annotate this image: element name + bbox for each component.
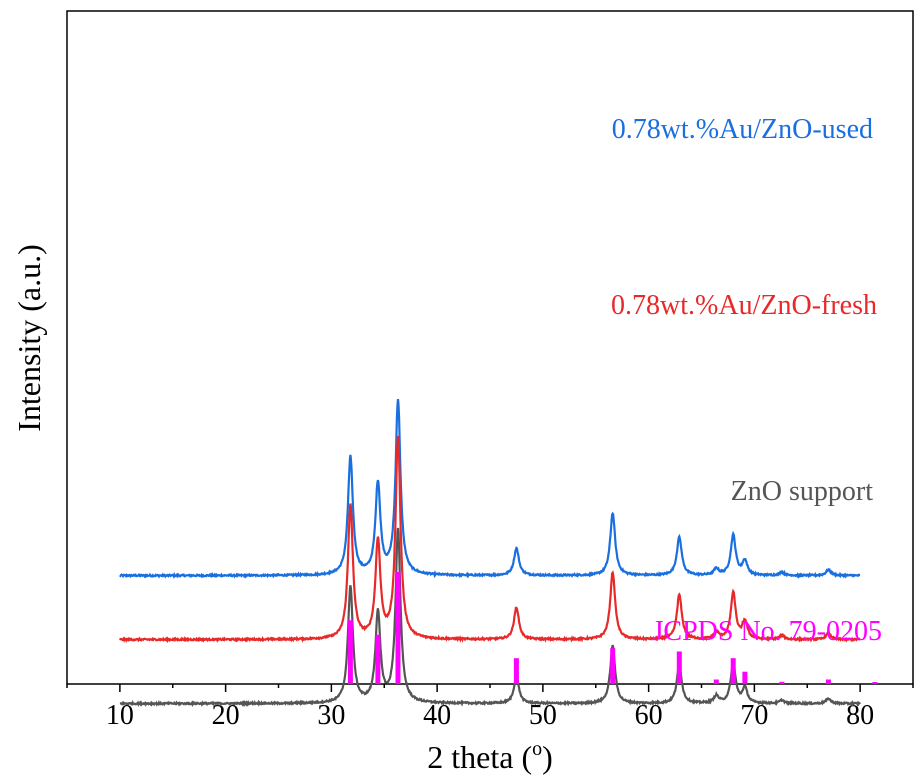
reference-label: JCPDS No. 79-0205 — [653, 616, 882, 647]
x-axis-tick-labels: 10 20 30 40 50 60 70 80 — [106, 700, 874, 731]
reference-line — [395, 572, 401, 684]
x-axis-label: 2 theta (o) — [427, 738, 553, 775]
series-label-2: 0.78wt.%Au/ZnO-fresh — [611, 290, 877, 321]
y-axis-label: Intensity (a.u.) — [11, 244, 47, 432]
x-tick-label: 70 — [740, 700, 768, 731]
plot-frame — [66, 10, 914, 685]
reference-line — [713, 679, 719, 684]
x-tick-label: 40 — [423, 700, 451, 731]
series-label-3: ZnO support — [731, 476, 874, 507]
x-tick-label: 10 — [106, 700, 134, 731]
series-label-1: 0.78wt.%Au/ZnO-used — [612, 114, 873, 145]
series-line-2 — [118, 435, 861, 644]
x-axis-ticks — [66, 684, 914, 692]
reference-line — [742, 671, 748, 684]
series-group — [118, 399, 861, 708]
plot-border — [66, 10, 914, 685]
series-line-1 — [119, 399, 861, 579]
reference-line — [513, 658, 519, 684]
series-line-3 — [119, 527, 861, 708]
reference-line — [825, 679, 831, 684]
reference-line — [347, 620, 353, 684]
reference-line — [676, 651, 682, 684]
reference-lines: JCPDS No. 79-0205 — [347, 572, 882, 684]
reference-line — [375, 634, 381, 684]
reference-line — [730, 658, 736, 684]
series-labels: 0.78wt.%Au/ZnO-used 0.78wt.%Au/ZnO-fresh Z… — [611, 114, 877, 507]
x-tick-label: 30 — [317, 700, 345, 731]
reference-line — [779, 681, 785, 684]
reference-line — [872, 682, 878, 684]
x-tick-label: 50 — [529, 700, 557, 731]
reference-line — [610, 648, 616, 684]
x-tick-label: 80 — [846, 700, 874, 731]
